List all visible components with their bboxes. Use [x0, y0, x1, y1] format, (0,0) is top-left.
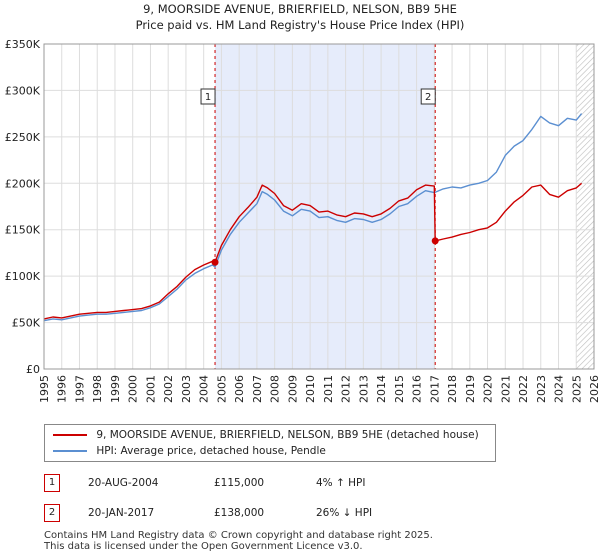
x-tick-label: 1996	[56, 375, 69, 403]
sale-number-box	[200, 88, 216, 105]
chart-subtitle: Price paid vs. HM Land Registry's House …	[136, 18, 465, 32]
x-tick-label: 1997	[73, 375, 86, 403]
x-tick-label: 2023	[535, 375, 548, 403]
y-tick-label: £300K	[5, 84, 41, 97]
x-tick-label: 2019	[464, 375, 477, 403]
x-tick-label: 2018	[446, 375, 459, 403]
transaction-price: £115,000	[214, 477, 265, 489]
property-series-line	[43, 182, 583, 320]
forecast-hatch	[576, 44, 594, 369]
x-tick-label: 2017	[428, 375, 441, 403]
x-tick-label: 2004	[198, 375, 211, 403]
y-tick-label: £350K	[5, 38, 41, 51]
x-tick-label: 1999	[109, 375, 122, 403]
x-tick-label: 2011	[322, 375, 335, 403]
sale-point	[211, 258, 219, 266]
y-tick-label: £200K	[5, 177, 41, 190]
x-tick-label: 2012	[340, 375, 353, 403]
x-tick-label: 2005	[215, 375, 228, 403]
x-tick-label: 2008	[269, 375, 282, 403]
legend-swatch-hpi	[53, 450, 87, 452]
y-tick-label: £100K	[5, 270, 41, 283]
x-tick-label: 2024	[553, 375, 566, 403]
legend-label-hpi: HPI: Average price, detached house, Pend…	[96, 445, 326, 457]
x-tick-label: 2014	[375, 375, 388, 403]
sale-number-label: 2	[425, 92, 431, 103]
y-tick-label: £50K	[12, 317, 41, 330]
transaction-hpi-diff: 26% ↓ HPI	[316, 507, 373, 519]
footer: Contains HM Land Registry data © Crown c…	[44, 530, 433, 552]
x-tick-label: 2015	[393, 375, 406, 403]
transaction-number: 2	[44, 504, 60, 522]
x-tick-label: 2016	[411, 375, 424, 403]
legend-label-property: 9, MOORSIDE AVENUE, BRIERFIELD, NELSON, …	[96, 429, 479, 441]
transaction-date: 20-AUG-2004	[88, 477, 159, 489]
transaction-hpi-diff: 4% ↑ HPI	[316, 477, 366, 489]
legend-item-property: 9, MOORSIDE AVENUE, BRIERFIELD, NELSON, …	[53, 427, 479, 443]
sale-point	[431, 237, 439, 245]
footer-copyright: Contains HM Land Registry data © Crown c…	[44, 530, 433, 541]
x-tick-label: 1998	[91, 375, 104, 403]
y-tick-label: £150K	[5, 224, 41, 237]
x-tick-label: 2022	[517, 375, 530, 403]
x-tick-label: 2010	[304, 375, 317, 403]
x-tick-label: 2006	[233, 375, 246, 403]
transaction-price: £138,000	[214, 507, 265, 519]
transaction-date: 20-JAN-2017	[88, 507, 155, 519]
x-tick-label: 2021	[499, 375, 512, 403]
y-tick-label: £0	[26, 363, 40, 376]
hpi-series-line	[43, 113, 583, 322]
x-tick-label: 2025	[570, 375, 583, 403]
sale-number-box	[420, 88, 436, 105]
x-tick-label: 2002	[162, 375, 175, 403]
legend: 9, MOORSIDE AVENUE, BRIERFIELD, NELSON, …	[44, 424, 496, 462]
chart-title: 9, MOORSIDE AVENUE, BRIERFIELD, NELSON, …	[143, 2, 457, 16]
plot-frame	[43, 43, 595, 370]
x-tick-label: 2013	[357, 375, 370, 403]
price-chart: 1 2 £0 £50K £100K £150K £200K £250K £300K £350K 1…	[5, 2, 600, 403]
x-tick-label: 2000	[127, 375, 140, 403]
footer-license: This data is licensed under the Open Gov…	[44, 541, 363, 552]
legend-item-hpi: HPI: Average price, detached house, Pend…	[53, 443, 326, 459]
x-tick-label: 2007	[251, 375, 264, 403]
sale-number-label: 1	[205, 92, 211, 103]
y-tick-label: £250K	[5, 131, 41, 144]
x-tick-label: 1995	[38, 375, 51, 403]
transaction-number: 1	[44, 474, 60, 492]
x-tick-label: 2009	[286, 375, 299, 403]
x-tick-label: 2001	[144, 375, 157, 403]
x-tick-label: 2026	[588, 375, 600, 403]
x-tick-label: 2020	[482, 375, 495, 403]
x-tick-label: 2003	[180, 375, 193, 403]
legend-swatch-property	[53, 434, 87, 436]
